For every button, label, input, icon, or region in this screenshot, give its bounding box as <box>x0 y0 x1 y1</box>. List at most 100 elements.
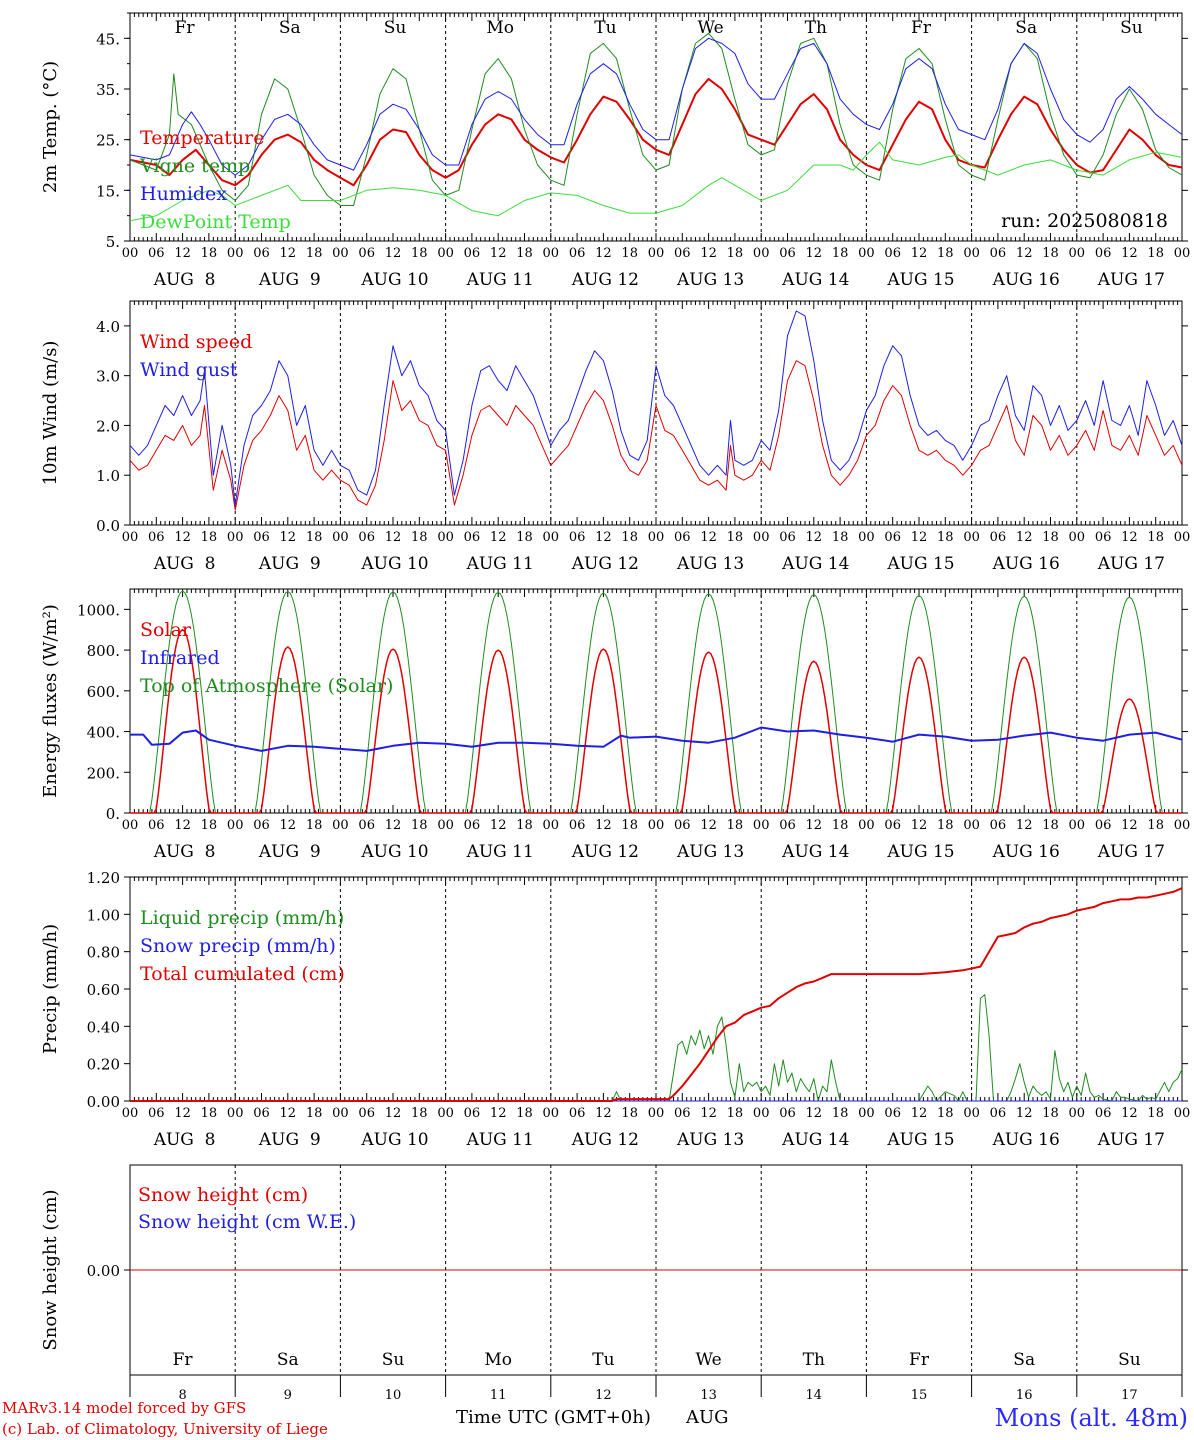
date-label: AUG 10 <box>360 1130 428 1150</box>
hour-tick-label: 18 <box>306 818 323 833</box>
date-label: AUG 13 <box>676 1130 744 1150</box>
hour-tick-label: 18 <box>832 818 849 833</box>
date-label: AUG 12 <box>571 270 639 290</box>
day-number-label: 13 <box>700 1388 717 1403</box>
weekday-label: Fr <box>911 18 932 38</box>
hour-tick-label: 06 <box>253 246 270 261</box>
hour-tick-label: 18 <box>516 818 533 833</box>
hour-tick-label: 06 <box>1095 818 1112 833</box>
date-label: AUG 9 <box>258 270 321 290</box>
weekday-label: Fr <box>909 1350 930 1370</box>
date-label: AUG 13 <box>676 554 744 574</box>
hour-tick-label: 00 <box>1069 1106 1086 1121</box>
date-label: AUG 16 <box>992 842 1060 862</box>
hour-tick-label: 06 <box>464 1106 481 1121</box>
hour-tick-label: 06 <box>884 818 901 833</box>
date-label: AUG 17 <box>1097 554 1165 574</box>
legend-entry: Solar <box>140 619 192 641</box>
hour-tick-label: 12 <box>1121 530 1138 545</box>
hour-tick-label: 18 <box>201 246 218 261</box>
date-label: AUG 8 <box>153 270 216 290</box>
y-tick-label: 45. <box>96 30 120 48</box>
hour-tick-label: 06 <box>569 818 586 833</box>
y-tick-label: 35. <box>96 81 120 99</box>
y-tick-label: 2.0 <box>96 417 120 435</box>
day-number-label: 17 <box>1121 1388 1138 1403</box>
hour-tick-label: 12 <box>385 818 402 833</box>
series-total-cumulated <box>130 887 1183 1102</box>
date-label: AUG 9 <box>258 842 321 862</box>
date-label: AUG 14 <box>781 554 849 574</box>
date-label: AUG 10 <box>360 270 428 290</box>
hour-tick-label: 06 <box>779 1106 796 1121</box>
y-tick-label: 0.00 <box>87 1093 120 1111</box>
hour-tick-label: 12 <box>174 1106 191 1121</box>
weekday-label: Mo <box>484 1350 512 1370</box>
date-label: AUG 15 <box>886 270 954 290</box>
hour-tick-label: 18 <box>306 1106 323 1121</box>
hour-tick-label: 00 <box>543 530 560 545</box>
legend-entry: Snow precip (mm/h) <box>140 935 336 957</box>
hour-tick-label: 00 <box>332 1106 349 1121</box>
legend-entry: Snow height (cm) <box>138 1184 308 1206</box>
legend-entry: Liquid precip (mm/h) <box>140 907 344 929</box>
panel-energy: 0. 200. 400. 600. 800. 1000. Energy fluxes (W/… <box>40 588 1190 862</box>
series-dewpoint-temp <box>129 141 1183 222</box>
y-axis-label: Precip (mm/h) <box>40 924 61 1054</box>
hour-tick-label: 12 <box>700 246 717 261</box>
day-number-label: 11 <box>490 1388 507 1403</box>
hour-tick-label: 18 <box>1042 818 1059 833</box>
y-tick-label: 15. <box>96 182 120 200</box>
y-tick-label: 1.00 <box>87 906 120 924</box>
hour-tick-label: 18 <box>727 818 744 833</box>
hour-tick-label: 12 <box>174 530 191 545</box>
hour-tick-label: 06 <box>358 818 375 833</box>
month-label: AUG <box>685 1407 729 1428</box>
hour-tick-label: 12 <box>911 246 928 261</box>
date-label: AUG 16 <box>992 270 1060 290</box>
hour-tick-label: 00 <box>122 530 139 545</box>
hour-tick-label: 00 <box>227 246 244 261</box>
hour-tick-label: 12 <box>174 246 191 261</box>
series-wind-speed <box>129 360 1183 511</box>
weekday-label: Tu <box>592 1350 614 1370</box>
hour-tick-label: 06 <box>779 246 796 261</box>
date-label: AUG 9 <box>258 1130 321 1150</box>
hour-tick-label: 00 <box>858 530 875 545</box>
hour-tick-label: 18 <box>1042 530 1059 545</box>
date-label: AUG 13 <box>676 270 744 290</box>
weekday-label: Su <box>1120 18 1143 38</box>
hour-tick-label: 18 <box>306 530 323 545</box>
weekday-label: Sa <box>279 18 301 38</box>
hour-tick-label: 06 <box>990 246 1007 261</box>
hour-tick-label: 06 <box>358 1106 375 1121</box>
y-tick-label: 0.40 <box>87 1018 120 1036</box>
weekday-label: Su <box>384 18 407 38</box>
hour-tick-label: 00 <box>227 530 244 545</box>
hour-tick-label: 00 <box>858 1106 875 1121</box>
panel-precip: 0.00 0.20 0.40 0.60 0.80 1.00 1.20 Precip (mm/h… <box>40 869 1190 1150</box>
weekday-label: Su <box>1118 1350 1141 1370</box>
hour-tick-label: 18 <box>411 530 428 545</box>
hour-tick-label: 06 <box>884 246 901 261</box>
date-label: AUG 9 <box>258 554 321 574</box>
hour-tick-label: 06 <box>884 530 901 545</box>
date-label: AUG 17 <box>1097 1130 1165 1150</box>
date-label: AUG 8 <box>153 554 216 574</box>
series-vigne-temp <box>129 32 1183 206</box>
hour-tick-label: 12 <box>595 246 612 261</box>
hour-tick-label: 00 <box>227 818 244 833</box>
weekday-label: Tu <box>594 18 616 38</box>
hour-tick-label: 00 <box>1069 818 1086 833</box>
legend-entry: Snow height (cm W.E.) <box>138 1211 356 1233</box>
y-tick-label: 1.20 <box>87 869 120 887</box>
series-wind-gust <box>129 310 1183 506</box>
date-label: AUG 11 <box>466 270 534 290</box>
y-tick-label: 0.80 <box>87 944 120 962</box>
day-number-label: 10 <box>385 1388 402 1403</box>
hour-tick-label: 12 <box>490 1106 507 1121</box>
hour-tick-label: 06 <box>884 1106 901 1121</box>
hour-tick-label: 06 <box>569 246 586 261</box>
hour-tick-label: 12 <box>1121 246 1138 261</box>
series-solar <box>130 628 1182 814</box>
